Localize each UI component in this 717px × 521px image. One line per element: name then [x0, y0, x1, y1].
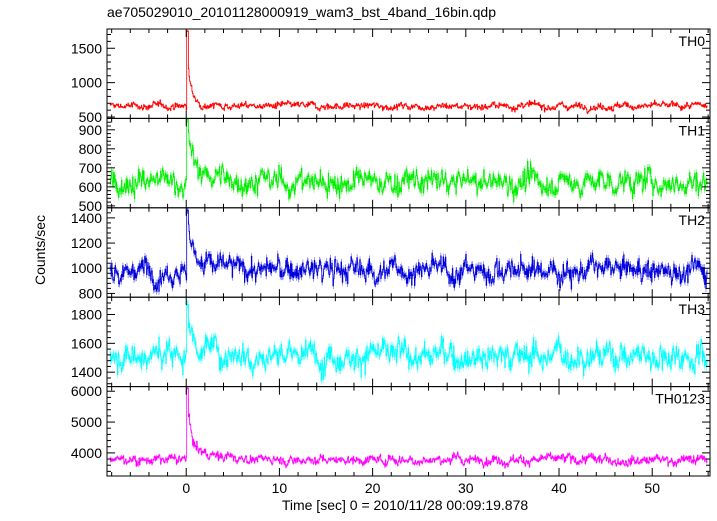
chart-title: ae705029010_20101128000919_wam3_bst_4ban…	[107, 4, 496, 20]
series-line-th0	[109, 30, 708, 114]
y-tick-label: 900	[79, 122, 103, 138]
panel-label-th3: TH3	[679, 301, 706, 317]
error-bars-th1	[109, 118, 708, 206]
y-tick-label: 1800	[71, 307, 102, 323]
y-tick-label: 5000	[71, 414, 102, 430]
series-line-th2	[109, 209, 708, 292]
y-tick-label: 700	[79, 160, 103, 176]
y-tick-label: 1000	[71, 260, 102, 276]
y-axis-label: Counts/sec	[32, 215, 48, 285]
y-tick-label: 1400	[71, 210, 102, 226]
panel-label-th1: TH1	[679, 122, 706, 138]
series-line-th0123	[109, 387, 708, 469]
x-tick-label: 20	[365, 480, 381, 496]
y-tick-label: 1500	[71, 40, 102, 56]
panel-th0123: 4000 5000 6000 TH0123	[71, 383, 711, 477]
y-tick-label: 600	[79, 179, 103, 195]
error-bars-th0123	[109, 386, 708, 470]
panel-th3: 1400 1600 1800 TH3	[71, 296, 711, 388]
series-th0	[109, 30, 708, 115]
y-tick-label: 800	[79, 285, 103, 301]
panel-th1: 500 600 700 800 900 TH1	[79, 117, 711, 214]
panel-frame	[106, 207, 711, 298]
y-tick-label: 1200	[71, 235, 102, 251]
panel-th0: 500 1000 1500 TH0	[71, 28, 711, 125]
panel-label-th0: TH0	[679, 33, 706, 49]
x-tick-label: 0	[182, 480, 190, 496]
error-bars-th3	[109, 300, 708, 385]
panel-frame	[106, 386, 711, 477]
y-tick-label: 500	[79, 198, 103, 214]
panel-th2: 800 1000 1200 1400 TH2	[71, 207, 711, 301]
x-tick-label: 10	[272, 480, 288, 496]
error-bars-th0	[109, 30, 708, 115]
y-tick-label: 500	[79, 109, 103, 125]
y-tick-label: 4000	[71, 445, 102, 461]
panel-label-th0123: TH0123	[655, 391, 705, 407]
error-bars-th2	[109, 207, 708, 295]
panel-label-th2: TH2	[679, 212, 706, 228]
y-tick-label: 800	[79, 141, 103, 157]
x-tick-label: 50	[644, 480, 660, 496]
series-th3	[109, 300, 708, 385]
y-tick-label: 1400	[71, 364, 102, 380]
series-th0123	[109, 386, 708, 470]
series-th1	[109, 118, 708, 206]
series-line-th3	[109, 304, 708, 382]
x-tick-label: 30	[458, 480, 474, 496]
y-tick-label: 6000	[71, 383, 102, 399]
series-line-th1	[109, 119, 708, 203]
y-tick-label: 1600	[71, 335, 102, 351]
series-th2	[109, 207, 708, 295]
panel-frame	[106, 296, 711, 388]
y-tick-label: 1000	[71, 75, 102, 91]
x-axis-label: Time [sec] 0 = 2010/11/28 00:09:19.878	[282, 497, 529, 513]
x-tick-label: 40	[551, 480, 567, 496]
